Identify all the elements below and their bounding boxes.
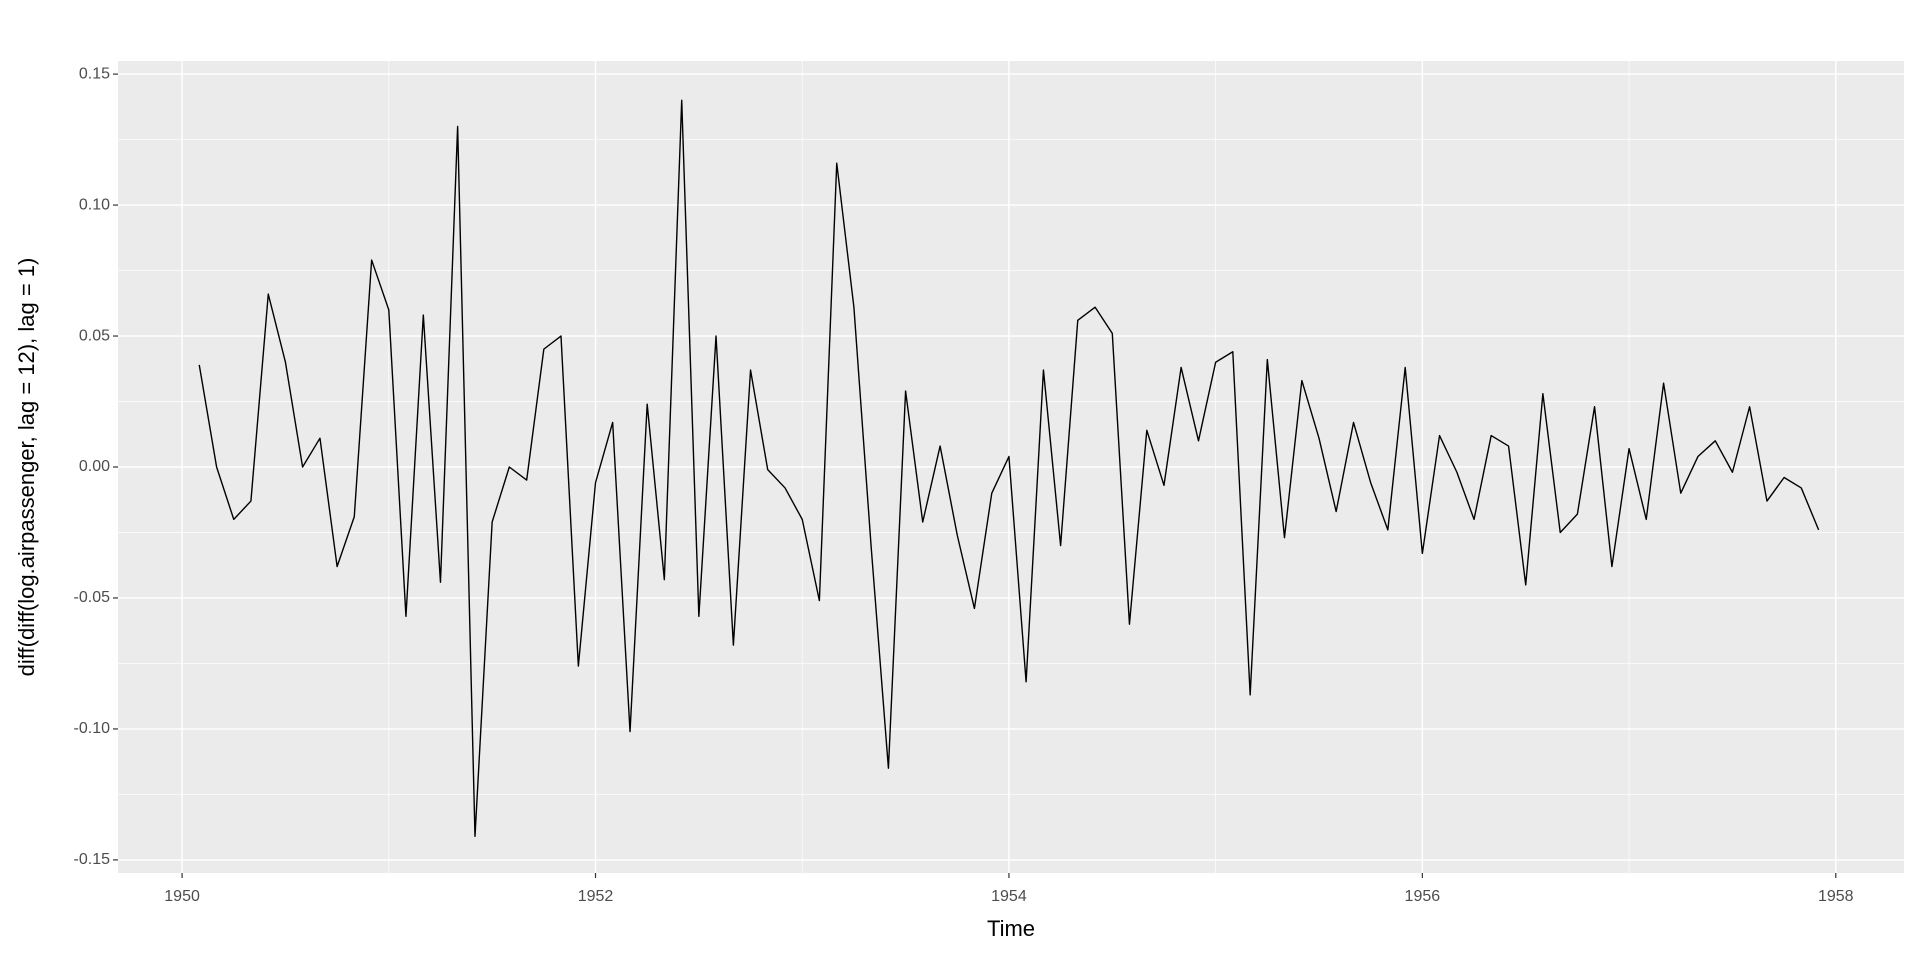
x-tick-label: 1950 [164,888,200,905]
y-axis-title: diff(diff(log.airpassenger, lag = 12), l… [14,258,39,677]
y-tick-label: -0.15 [74,851,111,868]
y-tick-label: 0.10 [79,196,110,213]
data-line [198,99,1820,838]
y-tick-label: 0.00 [79,458,110,475]
x-tick-label: 1954 [991,888,1027,905]
y-tick-label: -0.10 [74,720,111,737]
x-tick-label: 1956 [1405,888,1441,905]
x-axis-title: Time [987,916,1035,941]
x-tick-label: 1958 [1818,888,1854,905]
x-tick-label: 1952 [578,888,614,905]
y-tick-label: 0.15 [79,65,110,82]
y-tick-label: -0.05 [74,589,111,606]
y-tick-label: 0.05 [79,327,110,344]
